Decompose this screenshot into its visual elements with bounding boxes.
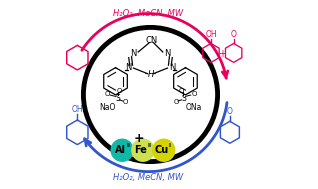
Text: Al: Al — [115, 145, 126, 155]
Text: O: O — [179, 88, 184, 94]
Text: +: + — [218, 49, 226, 59]
Text: N: N — [164, 49, 171, 58]
Text: S: S — [181, 94, 186, 103]
Text: N: N — [126, 63, 132, 72]
Text: +: + — [134, 132, 144, 145]
Circle shape — [83, 27, 218, 162]
Text: O: O — [227, 107, 233, 116]
Text: Cu: Cu — [155, 145, 169, 155]
Text: O: O — [122, 99, 128, 105]
Text: H: H — [147, 70, 154, 79]
Text: CN: CN — [145, 36, 157, 45]
Text: OH: OH — [205, 30, 217, 39]
Text: Fe: Fe — [135, 145, 148, 155]
Text: O: O — [231, 29, 237, 39]
Text: O: O — [117, 88, 122, 94]
Text: N: N — [130, 49, 137, 58]
Circle shape — [152, 139, 176, 162]
Text: NaO: NaO — [99, 103, 115, 112]
Circle shape — [131, 139, 155, 162]
Text: III: III — [126, 143, 131, 148]
Text: O: O — [191, 91, 197, 98]
Text: H₂O₂, MeCN, MW: H₂O₂, MeCN, MW — [113, 9, 183, 18]
Text: S: S — [115, 94, 120, 103]
Text: II: II — [169, 143, 172, 148]
Text: OH: OH — [72, 105, 83, 115]
Text: III: III — [147, 143, 152, 148]
Circle shape — [110, 139, 134, 162]
Text: N: N — [169, 63, 176, 72]
Text: ONa: ONa — [186, 103, 202, 112]
Text: O: O — [104, 91, 110, 98]
Text: H₂O₂, MeCN, MW: H₂O₂, MeCN, MW — [113, 173, 183, 182]
Text: O: O — [173, 99, 179, 105]
